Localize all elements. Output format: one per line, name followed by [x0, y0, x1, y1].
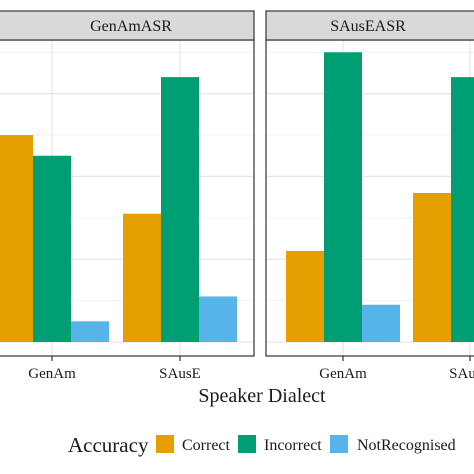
x-axis-title: Speaker Dialect — [198, 385, 326, 407]
chart-panels: GenAmASR GenAm SAusE SAusEASR GenAm SAusE — [0, 10, 474, 382]
bar-Correct-GenAm — [286, 250, 324, 342]
legend-title: Accuracy — [68, 433, 149, 457]
bar-NotRecognised-GenAm — [362, 304, 400, 342]
x-tick-label: SAusE — [449, 366, 474, 382]
bar-Incorrect-GenAm — [33, 155, 71, 342]
bar-Correct-SAusE — [413, 193, 451, 342]
x-tick-label: GenAm — [319, 366, 367, 382]
bar-Incorrect-GenAm — [324, 52, 362, 343]
facet-strip — [265, 10, 474, 41]
legend-label-NotRecognised: NotRecognised — [357, 437, 456, 454]
bar-Incorrect-SAusE — [451, 77, 474, 342]
panel-SAusEASR: SAusEASR GenAm SAusE — [265, 10, 474, 382]
legend-key-Correct — [156, 435, 174, 453]
bar-Correct-SAusE — [123, 213, 161, 342]
bar-Correct-GenAm — [0, 135, 33, 342]
bar-NotRecognised-SAusE — [199, 296, 237, 342]
bar-NotRecognised-GenAm — [71, 321, 109, 342]
x-tick-label: SAusE — [159, 366, 201, 382]
panel-GenAmASR: GenAmASR GenAm SAusE — [0, 10, 255, 382]
legend-key-NotRecognised — [330, 435, 348, 453]
facet-strip-label: GenAmASR — [90, 18, 172, 35]
bar-Incorrect-SAusE — [161, 77, 199, 342]
facet-strip-label: SAusEASR — [330, 18, 406, 35]
legend-label-Correct: Correct — [182, 437, 231, 454]
legend-key-Incorrect — [238, 435, 256, 453]
facet-strip — [0, 10, 255, 41]
x-tick-label: GenAm — [28, 366, 76, 382]
legend-label-Incorrect: Incorrect — [264, 437, 322, 454]
legend: Accuracy Correct Incorrect NotRecognised — [68, 433, 456, 457]
